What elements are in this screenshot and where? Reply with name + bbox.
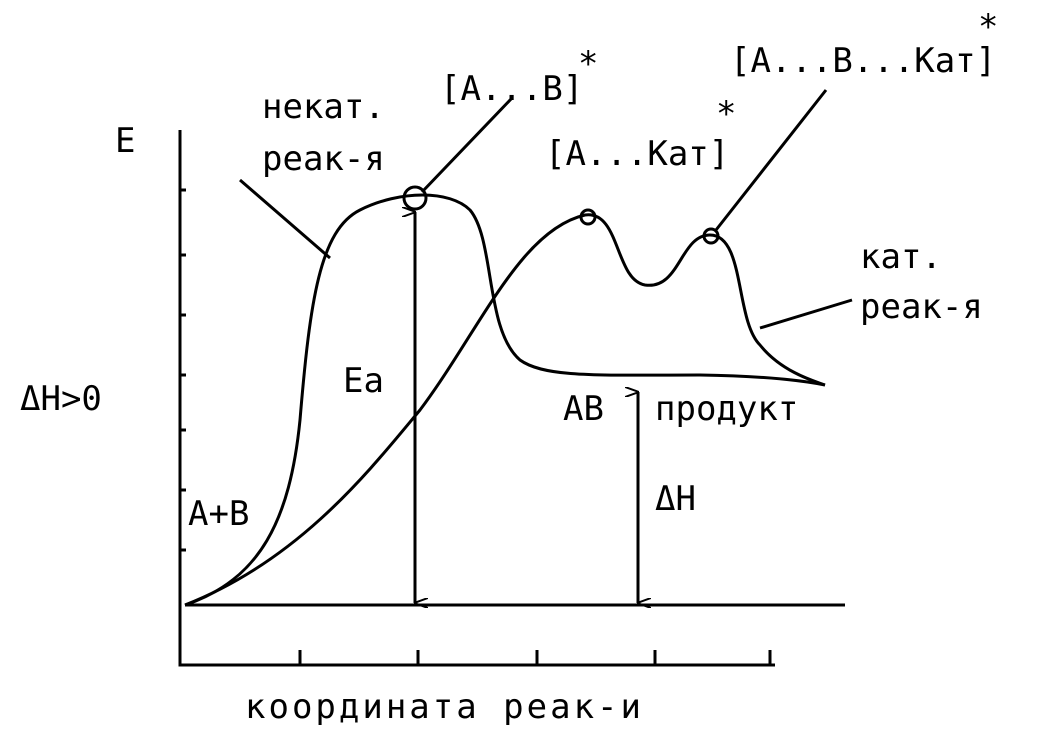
catalyzed-curve: [184, 213, 826, 607]
label: кат.: [860, 237, 942, 277]
leader-lines: [239, 89, 853, 330]
label: *: [716, 94, 736, 134]
label: реак-я: [860, 287, 983, 327]
y-label: E: [115, 121, 135, 161]
uncatalyzed-curve: [184, 193, 826, 607]
label: AB: [563, 389, 604, 429]
label: [A...B]: [440, 69, 583, 109]
axes: [178, 130, 845, 667]
label: *: [978, 7, 998, 47]
label: реак-я: [262, 139, 385, 179]
ts-marker: [702, 227, 720, 245]
label: A+B: [188, 494, 249, 534]
label: ΔH: [655, 479, 696, 519]
label: [A...Кат]: [545, 134, 729, 174]
label: продукт: [655, 389, 798, 429]
label: *: [578, 44, 598, 84]
label: Ea: [343, 361, 384, 401]
label: некат.: [262, 87, 385, 127]
x-label: координата реак-и: [245, 687, 644, 727]
label: ΔH>0: [20, 379, 102, 419]
label: [A...B...Кат]: [730, 41, 996, 81]
ts-marker: [579, 208, 597, 226]
